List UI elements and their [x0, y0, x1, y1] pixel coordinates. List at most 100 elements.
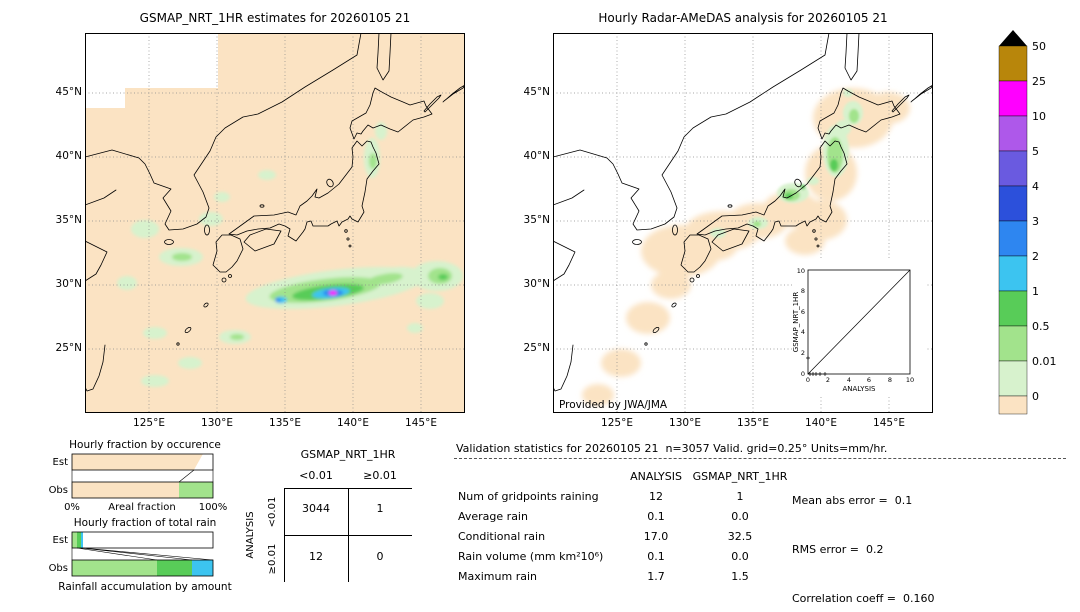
coast-shikoku [711, 228, 750, 252]
coast-shikoku [243, 228, 282, 252]
lon-tick: 125°E [601, 417, 633, 429]
stats-value: 12 [649, 489, 663, 503]
est-totalrain-segment [81, 532, 83, 548]
stats-value: 1.7 [647, 569, 665, 583]
table-line [348, 488, 349, 582]
est-row-label: Est [53, 457, 69, 468]
occurrence-chart-title: Hourly fraction by occurence [69, 439, 221, 451]
colorbar-band [998, 45, 1028, 82]
coast-tanegashima [696, 274, 700, 278]
lat-tick: 30°N [523, 278, 550, 290]
coast-amami [203, 302, 209, 308]
est-totalrain-bar [71, 531, 214, 549]
right-map-title: Hourly Radar-AMeDAS analysis for 2026010… [598, 11, 888, 25]
contingency-cell: 1 [376, 502, 384, 515]
est-totalrain-bar-bg [72, 532, 213, 548]
inset-x-tick: 8 [888, 376, 892, 384]
stats-row-label: Maximum rain [458, 569, 537, 583]
coast-kyushu [212, 234, 244, 273]
x-axis-max-label: 100% [199, 502, 228, 513]
coast-shandong [85, 189, 117, 206]
coast-jeju [632, 239, 642, 245]
colorbar-label: 2 [1032, 250, 1039, 263]
inset-diagonal-line [807, 269, 911, 375]
stats-value: 0.0 [731, 509, 749, 523]
lat-tick: 25°N [523, 342, 550, 354]
coast-china-east [85, 240, 108, 282]
coast-iturup [442, 84, 465, 103]
segment-connectors [71, 469, 214, 483]
colorbar-band [998, 360, 1028, 397]
lat-tick: 35°N [523, 214, 550, 226]
inset-y-tick: 8 [801, 287, 805, 295]
contingency-row-header: ≥0.01 [267, 543, 278, 575]
contingency-col-header: ≥0.01 [363, 469, 397, 482]
inset-y-tick: 6 [801, 308, 805, 316]
inset-data-markers [806, 356, 827, 376]
overflow-triangle-icon [999, 30, 1027, 46]
coast-mainland-asia [85, 33, 362, 231]
contingency-table: GSMAP_NRT_1HR <0.01 ≥0.01 ANALYSIS <0.01… [228, 440, 443, 610]
coast-tanegashima [228, 274, 232, 278]
graticule [553, 33, 933, 413]
colorbar-label: 50 [1032, 40, 1046, 53]
est-occurrence-bar [71, 453, 214, 471]
map-frame [85, 33, 465, 413]
colorbar-band [998, 150, 1028, 187]
inset-y-tick: 2 [801, 349, 805, 357]
colorbar-band [998, 325, 1028, 362]
est-totalrain-segment [77, 532, 81, 548]
left-map-title: GSMAP_NRT_1HR estimates for 20260105 21 [139, 11, 411, 25]
coast-izu-islands [816, 244, 820, 248]
obs-occurrence-segment [179, 482, 213, 498]
obs-row-label: Obs [49, 485, 68, 496]
lat-tick: 40°N [523, 150, 550, 162]
colorbar-band [998, 395, 1028, 415]
coastlines [553, 33, 933, 392]
coast-oki [259, 204, 265, 208]
stats-header: Validation statistics for 20260105 21 n=… [456, 442, 888, 455]
coast-hokkaido [817, 87, 901, 140]
coast-tsushima [204, 224, 210, 236]
stats-row-label: Conditional rain [458, 529, 546, 543]
lat-tick: 30°N [55, 278, 82, 290]
lon-tick: 145°E [873, 417, 905, 429]
coastlines [85, 33, 465, 392]
colorbar-label: 0.5 [1032, 320, 1050, 333]
radar-map: 0 2 4 6 8 10 0 2 4 6 8 10 ANALYSIS GSMAP… [553, 33, 933, 413]
contingency-cell: 12 [309, 550, 323, 563]
coast-jeju [164, 239, 174, 245]
stats-metrics: Mean abs error = 0.1 RMS error = 0.2 Cor… [792, 461, 980, 612]
coast-ryukyu [644, 342, 648, 346]
lat-tick: 35°N [55, 214, 82, 226]
colorbar-label: 0 [1032, 390, 1039, 403]
colorbar-label: 10 [1032, 110, 1046, 123]
obs-totalrain-segment [157, 560, 192, 576]
coast-honshu [228, 140, 380, 242]
x-axis-title: Areal fraction [108, 502, 175, 513]
stats-value: 0.0 [731, 549, 749, 563]
colorbar-band [998, 115, 1028, 152]
colorbar-label: 3 [1032, 215, 1039, 228]
colorbar-label: 4 [1032, 180, 1039, 193]
lat-tick: 45°N [55, 86, 82, 98]
inset-x-tick: 2 [826, 376, 830, 384]
lat-tick: 25°N [55, 342, 82, 354]
totalrain-chart-title: Hourly fraction of total rain [74, 517, 217, 529]
contingency-title: GSMAP_NRT_1HR [300, 448, 396, 461]
contingency-cell: 0 [376, 550, 384, 563]
coast-china-east [553, 240, 576, 282]
lat-tick: 40°N [55, 150, 82, 162]
obs-occurrence-segment [72, 482, 179, 498]
coast-izu-islands [812, 229, 816, 233]
map-frame [553, 33, 933, 413]
coast-honshu [696, 140, 848, 242]
rain-level-magenta [329, 290, 337, 296]
coast-iturup [910, 84, 933, 103]
stats-value: 0.1 [647, 509, 665, 523]
coast-kyushu [680, 234, 712, 273]
obs-totalrain-segment [72, 560, 157, 576]
precipitation-overlay-radar [710, 89, 863, 238]
est-occurrence-segment [72, 454, 203, 470]
